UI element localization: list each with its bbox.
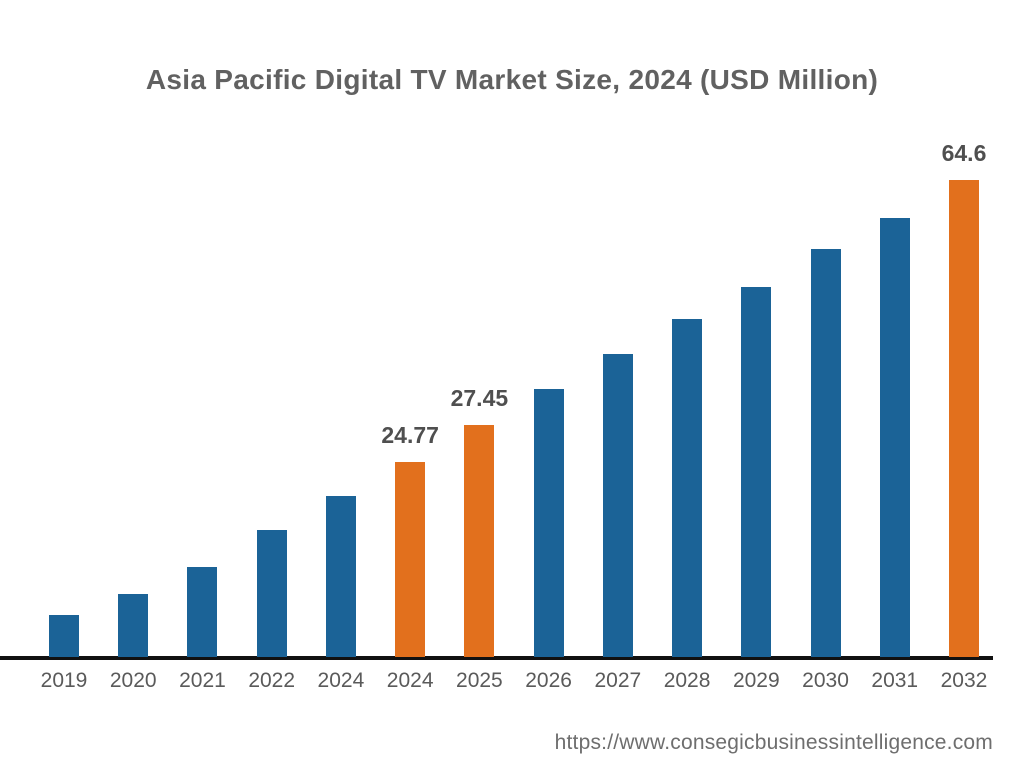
bar-2022-3 (256, 530, 287, 657)
x-tick-label-6: 2025 (456, 669, 503, 692)
footer-url: https://www.consegicbusinessintelligence… (554, 731, 993, 754)
x-tick-label-5: 2024 (386, 669, 434, 692)
chart-title: Asia Pacific Digital TV Market Size, 202… (145, 64, 879, 95)
x-tick-label-2: 2021 (179, 669, 226, 692)
bar-2025-6 (464, 425, 495, 657)
bar-2020-1 (118, 594, 149, 657)
bar-2019-0 (49, 615, 79, 657)
bar-2029-10 (741, 287, 772, 657)
x-tick-label-10: 2029 (732, 669, 780, 692)
bar-value-label-13: 64.6 (941, 140, 987, 166)
x-tick-label-12: 2031 (871, 669, 919, 692)
x-tick-label-3: 2022 (248, 669, 296, 692)
x-tick-label-0: 2019 (40, 669, 88, 692)
bar-2024-4 (325, 496, 356, 657)
x-tick-label-13: 2032 (940, 669, 988, 692)
x-tick-label-1: 2020 (109, 669, 157, 692)
bar-2027-8 (602, 354, 633, 657)
x-tick-label-7: 2026 (525, 669, 572, 692)
x-axis-line (0, 656, 993, 660)
bar-2028-9 (672, 319, 703, 657)
bar-2026-7 (533, 389, 564, 657)
bar-2024-5 (395, 462, 426, 657)
bar-value-label-5: 24.77 (381, 422, 439, 448)
x-tick-label-11: 2030 (802, 669, 849, 692)
bar-2032-13 (948, 180, 979, 657)
bar-value-label-6: 27.45 (450, 385, 509, 411)
x-tick-label-8: 2027 (594, 669, 642, 692)
bar-2031-12 (879, 218, 910, 657)
x-tick-label-9: 2028 (663, 669, 711, 692)
x-tick-label-4: 2024 (317, 669, 365, 692)
bar-2021-2 (187, 567, 218, 657)
bar-2030-11 (810, 249, 841, 657)
